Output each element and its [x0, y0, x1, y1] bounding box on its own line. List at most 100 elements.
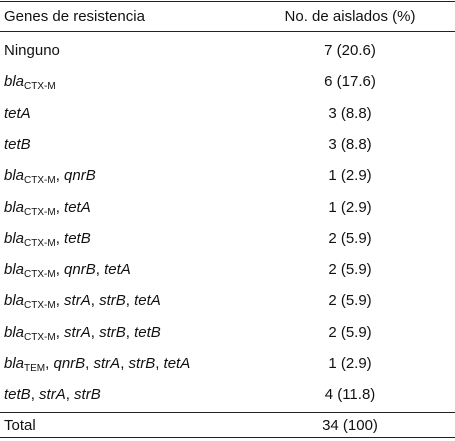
genes-cell: blaCTX-M, strA, strB, tetA — [4, 286, 161, 316]
gene-text: , — [30, 386, 40, 404]
gene-part: , — [56, 230, 64, 247]
table-row: blaTEM, qnrB, strA, strB, tetA 1 (2.9) — [0, 349, 455, 379]
gene-part: tetB — [4, 136, 31, 153]
gene-part: blaTEM — [4, 355, 46, 374]
genes-cell: blaCTX-M — [4, 67, 56, 97]
table-row: blaCTX-M, tetB 2 (5.9) — [0, 224, 455, 254]
table-header-row: Genes de resistencia No. de aislados (%) — [0, 2, 455, 32]
gene-text: tetA — [4, 104, 31, 122]
gene-part: , — [31, 386, 39, 403]
gene-text: strB — [74, 386, 101, 404]
gene-part: tetA — [64, 199, 91, 216]
isolates-cell: 1 (2.9) — [328, 167, 372, 185]
gene-part: strB — [99, 292, 126, 309]
gene-text: , — [120, 355, 129, 372]
total-isolates: 34 (100) — [322, 417, 378, 434]
gene-text: strA — [64, 323, 91, 341]
gene-subscript: CTX-M — [24, 269, 56, 281]
gene-part: strA — [39, 386, 66, 403]
gene-part: strA — [94, 355, 121, 372]
gene-text: tetA — [134, 292, 161, 310]
gene-part: blaCTX-M — [4, 73, 56, 93]
gene-part: tetB — [4, 386, 31, 403]
gene-text: strB — [99, 292, 126, 310]
gene-part: blaCTX-M — [4, 323, 56, 343]
header-isolates: No. de aislados (%) — [284, 8, 416, 25]
gene-text: qnrB — [64, 261, 96, 279]
gene-part: strB — [99, 324, 126, 341]
gene-part: tetB — [134, 324, 161, 341]
gene-text: tetA — [163, 355, 191, 372]
gene-text: strB — [99, 323, 126, 341]
gene-text: , — [65, 386, 75, 404]
gene-text: , — [55, 323, 65, 341]
gene-part: tetB — [64, 230, 91, 247]
table-row: tetB, strA, strB 4 (11.8) — [0, 380, 455, 410]
table-row: blaCTX-M, strA, strB, tetA 2 (5.9) — [0, 286, 455, 316]
gene-text: bla — [4, 73, 25, 91]
gene-text: strA — [39, 386, 66, 404]
total-label: Total — [4, 417, 36, 434]
gene-part: blaCTX-M — [4, 167, 56, 187]
gene-text: , — [55, 229, 65, 247]
gene-text: , — [125, 323, 135, 341]
gene-part: , — [56, 167, 64, 184]
table-row: tetA 3 (8.8) — [0, 99, 455, 129]
gene-part: blaCTX-M — [4, 261, 56, 281]
isolates-cell: 2 (5.9) — [328, 323, 372, 341]
gene-part: strB — [74, 386, 101, 403]
table-row: blaCTX-M, qnrB 1 (2.9) — [0, 161, 455, 191]
total-row: Total 34 (100) — [0, 411, 455, 441]
gene-part: qnrB — [53, 355, 85, 372]
gene-subscript: CTX-M — [24, 81, 56, 93]
gene-subscript: CTX-M — [24, 300, 56, 312]
genes-cell: blaCTX-M, qnrB — [4, 161, 96, 191]
gene-text: tetB — [134, 323, 161, 341]
genes-cell: blaTEM, qnrB, strA, strB, tetA — [4, 349, 190, 379]
gene-text: , — [90, 292, 100, 310]
gene-part: , — [56, 261, 64, 278]
gene-text: , — [55, 261, 65, 279]
gene-text: bla — [4, 261, 25, 279]
gene-part: , — [45, 355, 53, 372]
gene-text: bla — [4, 198, 25, 216]
table-row: Ninguno 7 (20.6) — [0, 36, 455, 66]
gene-text: , — [95, 261, 105, 279]
gene-text: bla — [4, 167, 25, 185]
gene-part: blaCTX-M — [4, 229, 56, 249]
gene-text: tetA — [104, 261, 131, 279]
isolates-cell: 1 (2.9) — [328, 355, 372, 372]
table-row: blaCTX-M, strA, strB, tetB 2 (5.9) — [0, 318, 455, 348]
gene-part: tetA — [4, 105, 31, 122]
gene-part: , — [66, 386, 74, 403]
isolates-cell: 1 (2.9) — [328, 198, 372, 216]
gene-text: tetB — [64, 229, 91, 247]
gene-part: , — [120, 355, 128, 372]
table-row: blaCTX-M, tetA 1 (2.9) — [0, 193, 455, 223]
isolates-cell: 2 (5.9) — [328, 229, 372, 247]
bottom-rule — [0, 437, 455, 438]
gene-text: qnrB — [53, 355, 86, 372]
gene-text: , — [55, 292, 65, 310]
genes-cell: tetB — [4, 130, 31, 160]
isolates-cell: 2 (5.9) — [328, 261, 372, 279]
gene-text: , — [125, 292, 135, 310]
gene-text: bla — [4, 229, 25, 247]
gene-text: , — [85, 355, 94, 372]
table-row: blaCTX-M 6 (17.6) — [0, 67, 455, 97]
gene-subscript: CTX-M — [24, 175, 56, 187]
isolates-cell: 6 (17.6) — [324, 73, 376, 91]
total-rule — [0, 412, 455, 413]
gene-part: strA — [64, 324, 91, 341]
gene-part: tetA — [104, 261, 131, 278]
top-rule — [0, 1, 455, 2]
gene-text: , — [55, 198, 65, 216]
gene-subscript: CTX-M — [24, 237, 56, 249]
gene-part: , — [96, 261, 104, 278]
gene-subscript: TEM — [24, 363, 46, 374]
gene-part: , — [56, 324, 64, 341]
gene-text: bla — [4, 323, 25, 341]
gene-part: , — [126, 324, 134, 341]
genes-cell: Ninguno — [4, 36, 60, 66]
